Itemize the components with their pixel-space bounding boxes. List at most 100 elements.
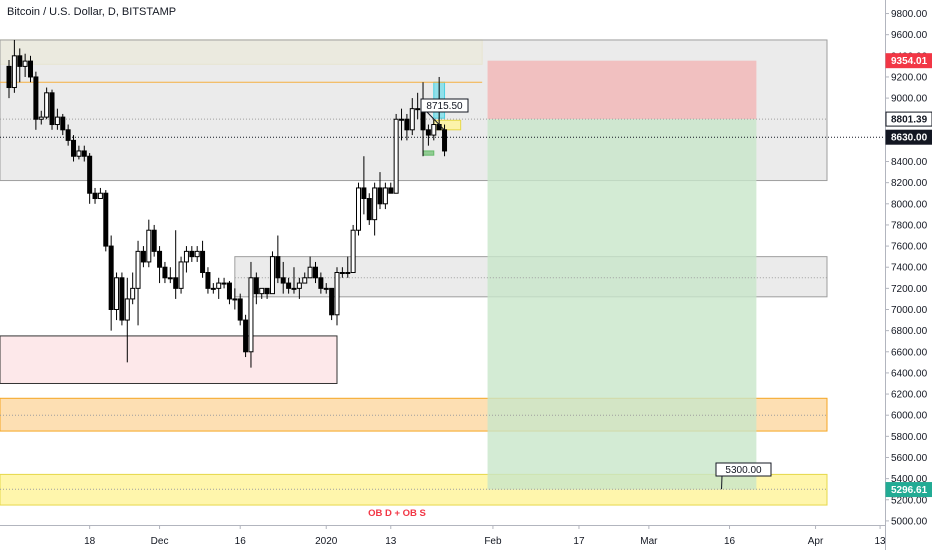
- y-tick-label: 5800.00: [891, 432, 928, 443]
- candle: [329, 287, 335, 321]
- candle: [291, 267, 297, 294]
- candle: [393, 113, 399, 194]
- candle-body: [76, 150, 82, 157]
- candle: [210, 283, 216, 294]
- candle-body: [140, 250, 146, 263]
- candle-body: [377, 187, 383, 205]
- candle-body: [399, 118, 405, 121]
- candle: [151, 224, 157, 257]
- candle: [345, 256, 351, 278]
- candle-body: [356, 187, 362, 231]
- y-tick-label: 8400.00: [891, 157, 928, 168]
- candle: [264, 287, 270, 299]
- x-tick-label: Mar: [640, 536, 658, 547]
- candle: [44, 87, 50, 120]
- candles-layer: [6, 39, 448, 368]
- y-tick-label: 5000.00: [891, 516, 928, 527]
- candle-body: [210, 287, 216, 290]
- price-label-bg: [885, 53, 932, 69]
- candle: [11, 39, 17, 93]
- y-tick-label: 6600.00: [891, 347, 928, 358]
- candle-body: [135, 250, 141, 289]
- candle: [431, 119, 437, 141]
- candle-body: [232, 298, 238, 301]
- candle: [17, 48, 23, 83]
- candle: [54, 108, 60, 130]
- candle: [307, 256, 313, 279]
- candle-body: [415, 108, 421, 111]
- candle: [399, 108, 405, 141]
- price-label-text: 9354.01: [891, 56, 928, 67]
- y-tick-label: 5200.00: [891, 495, 928, 506]
- candle: [372, 182, 378, 236]
- candle-body: [194, 250, 200, 258]
- y-tick-label: 7600.00: [891, 242, 928, 253]
- candle: [38, 110, 44, 125]
- candle: [388, 182, 394, 194]
- price-callout: 8715.50: [420, 98, 469, 131]
- callout-label: 8715.50: [426, 101, 463, 112]
- candle-body: [226, 282, 232, 300]
- candle-body: [54, 116, 60, 126]
- y-tick-label: 6800.00: [891, 326, 928, 337]
- candle: [178, 256, 184, 294]
- price-label: 9354.01: [885, 53, 932, 69]
- candle: [167, 267, 173, 284]
- candle-body: [108, 245, 114, 310]
- candle-body: [243, 319, 249, 353]
- candle-body: [173, 277, 179, 289]
- chart-title: Bitcoin / U.S. Dollar, D, BITSTAMP: [7, 6, 176, 18]
- candle-body: [11, 55, 17, 89]
- candle: [216, 277, 222, 299]
- candle-body: [350, 229, 356, 274]
- candle: [33, 71, 39, 130]
- y-tick-label: 6000.00: [891, 411, 928, 422]
- candle-body: [291, 287, 297, 290]
- candle: [259, 287, 265, 299]
- candle-body: [60, 116, 66, 131]
- candle: [425, 124, 431, 146]
- y-tick-label: 8200.00: [891, 178, 928, 189]
- y-tick-label: 7800.00: [891, 220, 928, 231]
- y-tick-label: 5400.00: [891, 474, 928, 485]
- candle-body: [382, 187, 388, 205]
- y-tick-label: 9000.00: [891, 94, 928, 105]
- candle-body: [205, 272, 211, 289]
- y-tick-label: 7000.00: [891, 305, 928, 316]
- candle: [81, 145, 87, 162]
- position-layer: [487, 60, 757, 490]
- candle: [350, 224, 356, 274]
- candle: [65, 124, 71, 146]
- candle: [275, 235, 281, 284]
- candle: [248, 261, 254, 368]
- x-tick-label: 16: [724, 536, 736, 547]
- candle-body: [17, 55, 23, 67]
- candle: [183, 246, 189, 273]
- candle-body: [44, 92, 50, 118]
- candle: [173, 230, 179, 299]
- candle: [226, 280, 232, 305]
- y-tick-label: 6400.00: [891, 368, 928, 379]
- callout-pointer: [426, 111, 445, 131]
- ob-annotation: OB D + OB S: [368, 508, 426, 519]
- y-tick-label: 8000.00: [891, 199, 928, 210]
- x-axis: 18 Dec 16 2020 13 Feb 17 Mar 16 Apr 13: [84, 525, 886, 547]
- candle: [237, 293, 243, 326]
- candle: [103, 190, 109, 252]
- position-reward-zone: [487, 119, 757, 490]
- candle-body: [264, 287, 270, 295]
- y-tick-label: 7400.00: [891, 263, 928, 274]
- candle-body: [92, 192, 98, 200]
- reference-lines-layer: [0, 81, 885, 490]
- candle: [130, 272, 136, 305]
- candle-body: [286, 282, 292, 289]
- candle-body: [312, 266, 318, 279]
- y-tick-label: 9200.00: [891, 72, 928, 83]
- candle-body: [280, 277, 286, 284]
- candle: [361, 156, 367, 215]
- candle-body: [307, 266, 313, 279]
- x-tick-label: 13: [875, 536, 887, 547]
- price-label-text: 5296.61: [891, 485, 928, 496]
